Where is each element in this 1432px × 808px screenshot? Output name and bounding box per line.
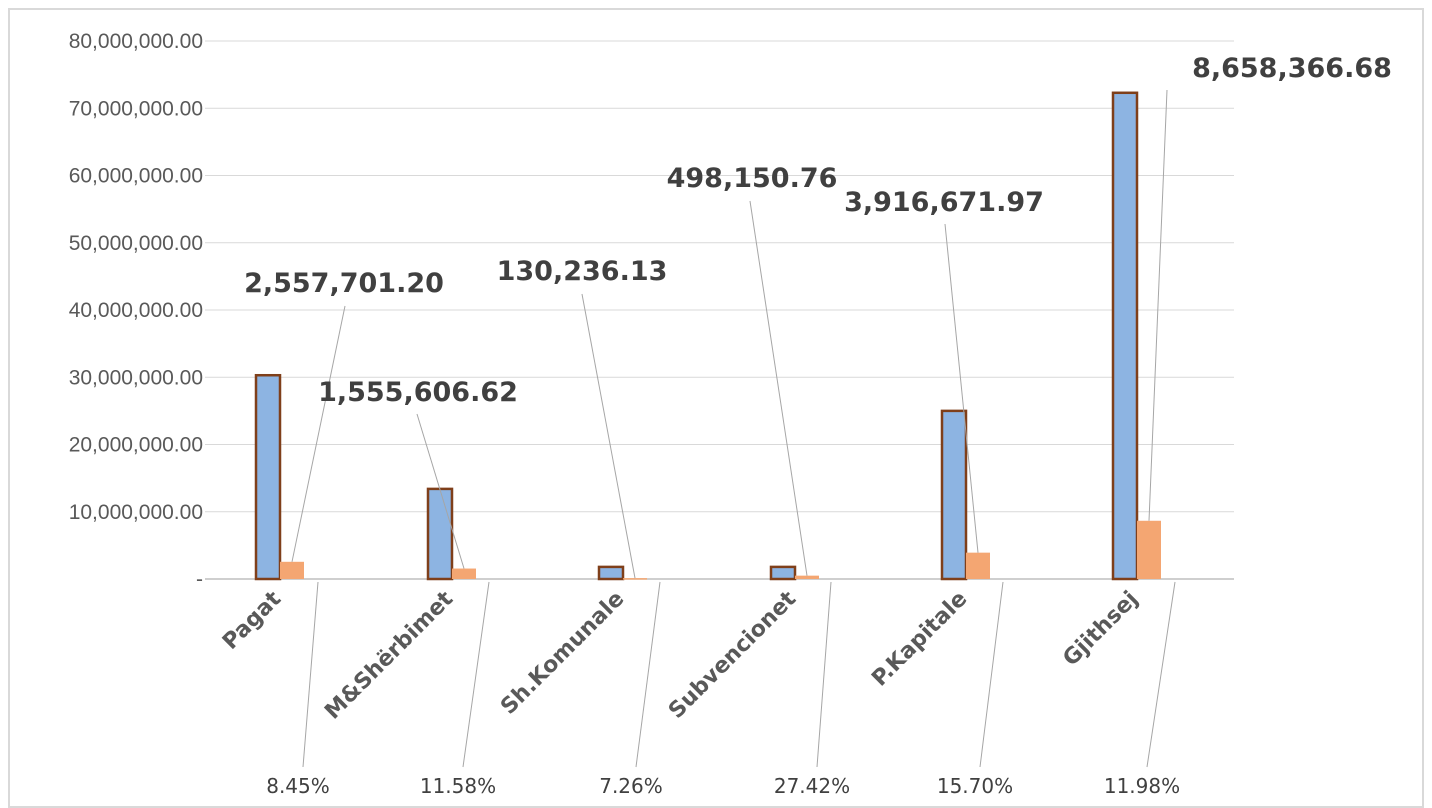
leader-line bbox=[944, 223, 979, 553]
y-tick-label: 80,000,000.00 bbox=[69, 30, 203, 53]
bar-series-2 bbox=[795, 575, 819, 579]
data-label: 3,916,671.97 bbox=[844, 187, 1044, 218]
y-tick-label: - bbox=[196, 568, 203, 591]
y-tick-label: 10,000,000.00 bbox=[69, 501, 203, 524]
bar-series-1 bbox=[1111, 91, 1139, 581]
bar-series-2 bbox=[1137, 520, 1161, 579]
category-label: Subvencionet bbox=[664, 586, 802, 724]
bar-series-2 bbox=[280, 561, 304, 579]
data-label: 498,150.76 bbox=[667, 163, 838, 194]
bar-series-1 bbox=[940, 409, 968, 581]
leader-line bbox=[1148, 89, 1168, 521]
data-label: 8,658,366.68 bbox=[1192, 53, 1392, 84]
data-label: 130,236.13 bbox=[497, 256, 668, 287]
category-label: P.Kapitale bbox=[867, 587, 972, 692]
bar-series-1 bbox=[254, 373, 282, 581]
bar-series-1 bbox=[597, 565, 625, 581]
leader-line bbox=[816, 581, 832, 768]
leader-line bbox=[462, 581, 490, 768]
percent-label: 11.58% bbox=[420, 774, 496, 798]
y-tick-label: 30,000,000.00 bbox=[69, 366, 203, 389]
y-tick-label: 40,000,000.00 bbox=[69, 299, 203, 322]
percent-label: 7.26% bbox=[599, 774, 663, 798]
category-label: Sh.Komunale bbox=[496, 587, 629, 720]
leader-line bbox=[416, 413, 465, 569]
bar-series-1 bbox=[769, 565, 797, 581]
leader-line bbox=[302, 581, 319, 768]
percent-label: 11.98% bbox=[1104, 774, 1180, 798]
bar-series-1 bbox=[426, 487, 454, 581]
bar-series-2 bbox=[966, 552, 990, 579]
leader-line bbox=[635, 581, 661, 768]
leader-line bbox=[749, 200, 808, 576]
category-label: M&Shërbimet bbox=[320, 586, 458, 724]
bar-series-2 bbox=[623, 578, 647, 580]
y-tick-label: 60,000,000.00 bbox=[69, 165, 203, 188]
category-label: Gjithsej bbox=[1058, 587, 1143, 672]
leader-line bbox=[581, 293, 636, 579]
data-label: 1,555,606.62 bbox=[318, 377, 518, 408]
percent-label: 8.45% bbox=[266, 774, 330, 798]
leader-line bbox=[1146, 581, 1176, 768]
data-label: 2,557,701.20 bbox=[244, 268, 444, 299]
y-tick-label: 70,000,000.00 bbox=[69, 97, 203, 120]
bar-series-2 bbox=[452, 568, 476, 579]
leader-line bbox=[291, 305, 346, 562]
chart-frame bbox=[8, 8, 1424, 808]
y-tick-label: 20,000,000.00 bbox=[69, 434, 203, 457]
percent-label: 15.70% bbox=[937, 774, 1013, 798]
y-tick-label: 50,000,000.00 bbox=[69, 232, 203, 255]
percent-label: 27.42% bbox=[774, 774, 850, 798]
category-label: Pagat bbox=[218, 586, 287, 655]
leader-line bbox=[979, 581, 1004, 768]
